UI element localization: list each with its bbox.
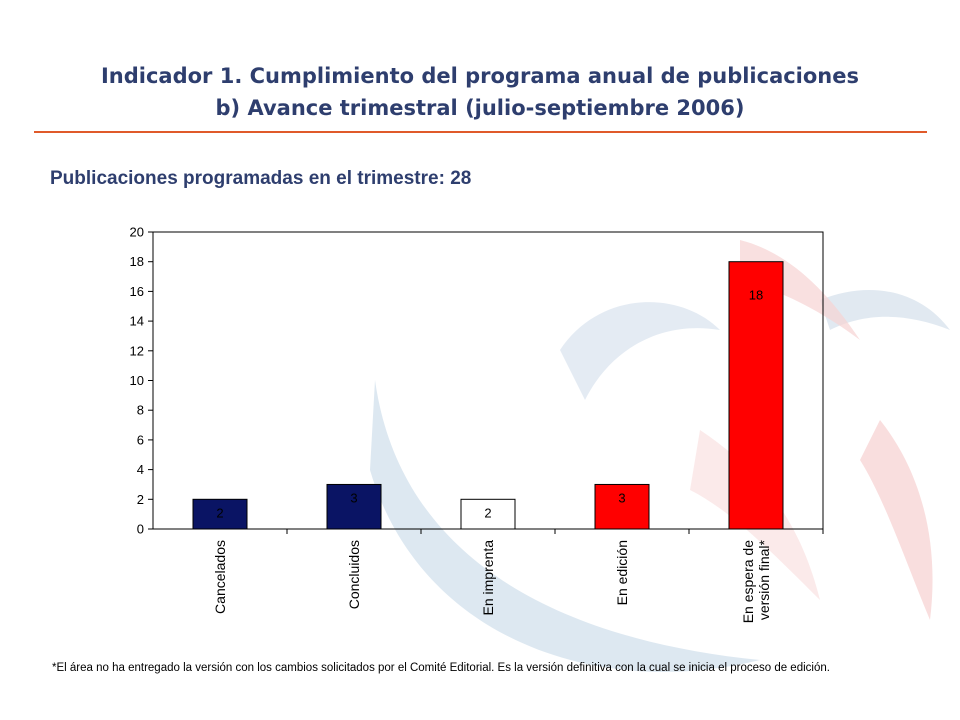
data-label: 18 bbox=[749, 288, 763, 303]
x-category-label: En edición bbox=[614, 540, 630, 605]
data-label: 3 bbox=[618, 490, 625, 505]
x-category-label: En imprenta bbox=[480, 540, 496, 616]
data-label: 2 bbox=[484, 505, 491, 520]
bar bbox=[326, 483, 382, 530]
y-tick-label: 8 bbox=[137, 403, 144, 418]
subtitle: Publicaciones programadas en el trimestr… bbox=[50, 168, 472, 189]
y-tick-label: 16 bbox=[130, 284, 144, 299]
y-tick-label: 14 bbox=[130, 314, 144, 329]
bar bbox=[460, 498, 516, 530]
x-category-label: versión final* bbox=[756, 539, 772, 620]
footnote: *El área no ha entregado la versión con … bbox=[52, 662, 830, 674]
data-label: 3 bbox=[350, 490, 357, 505]
x-category-label: Concluidos bbox=[346, 540, 362, 609]
x-category-label: En espera de bbox=[740, 540, 756, 623]
y-tick-label: 20 bbox=[130, 225, 144, 240]
y-tick-label: 4 bbox=[137, 462, 144, 477]
bar bbox=[594, 483, 650, 530]
y-tick-label: 6 bbox=[137, 432, 144, 447]
y-tick-label: 2 bbox=[137, 492, 144, 507]
x-category-label: Cancelados bbox=[212, 540, 228, 614]
title-divider bbox=[34, 131, 927, 133]
y-tick-label: 12 bbox=[130, 343, 144, 358]
bar bbox=[728, 261, 784, 530]
y-tick-label: 0 bbox=[137, 522, 144, 537]
page-title-line-2: b) Avance trimestral (julio-septiembre 2… bbox=[215, 96, 745, 120]
data-label: 2 bbox=[216, 505, 223, 520]
page-title-line-1: Indicador 1. Cumplimiento del programa a… bbox=[100, 64, 860, 88]
plot-frame bbox=[152, 231, 824, 530]
bar bbox=[192, 498, 248, 530]
y-tick-label: 18 bbox=[130, 254, 144, 269]
y-tick-label: 10 bbox=[130, 373, 144, 388]
